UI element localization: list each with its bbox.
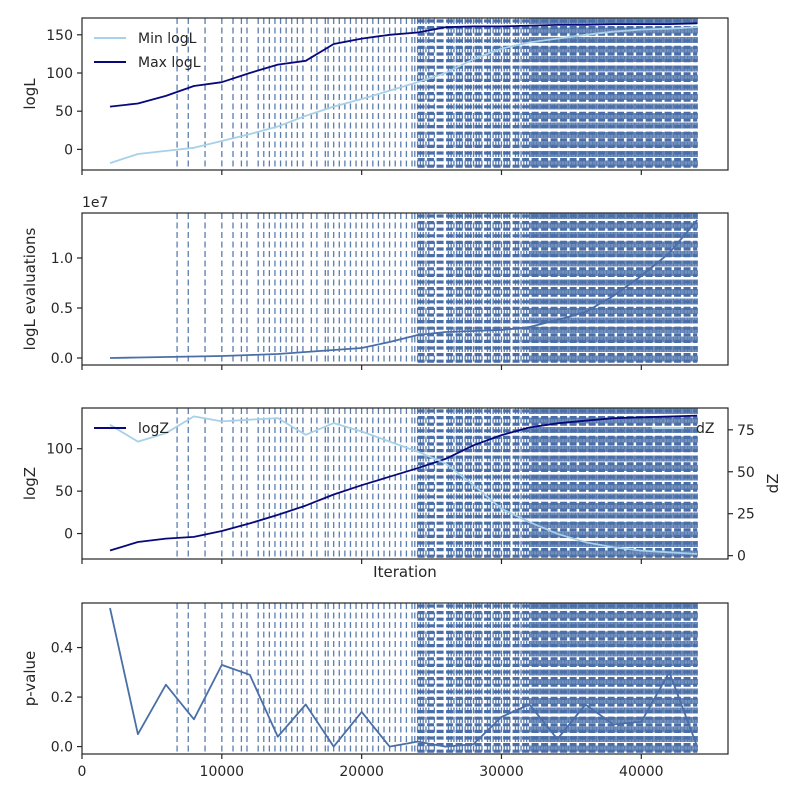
series-line-logz bbox=[109, 414, 698, 552]
series-line-dz bbox=[109, 415, 698, 555]
logl-panel-y-ticks: 0 50 100 150 bbox=[46, 28, 82, 158]
logz-panel: 0 50 100 0 25 50 75 logZ dZ Iteration logZ dZ bbox=[21, 407, 782, 581]
legend-dz-label: dZ bbox=[696, 421, 714, 437]
logl-evaluations-panel-vlines bbox=[176, 213, 698, 365]
series-line-max-logl bbox=[109, 22, 698, 108]
p-value-panel-frame bbox=[81, 602, 729, 755]
legend-logz-label: logZ bbox=[138, 421, 169, 437]
y-tick-label: 50 bbox=[55, 104, 73, 120]
logl-panel: 0 50 100 150 logL Min logL Max logL bbox=[21, 17, 729, 175]
p-value-panel-x-ticks: 0 10000 20000 30000 40000 bbox=[78, 754, 664, 780]
p-value-panel-y-label: p-value bbox=[21, 651, 39, 707]
y-tick-label: 0.5 bbox=[51, 301, 73, 317]
y-tick-label: 0 bbox=[64, 142, 73, 158]
y-tick-label: 0.0 bbox=[51, 740, 73, 756]
logz-panel-y-ticks: 0 50 100 bbox=[46, 442, 82, 543]
y-tick-label: 0 bbox=[64, 527, 73, 543]
logl-evaluations-panel-y-ticks: 0.0 0.5 1.0 bbox=[51, 251, 82, 367]
logl-evaluations-panel-y-label: logL evaluations bbox=[21, 227, 39, 350]
logl-evaluations-offset-text: 1e7 bbox=[82, 195, 108, 211]
y-tick-label: 100 bbox=[46, 442, 73, 458]
p-value-panel: 0.0 0.2 0.4 0 10000 20000 30000 40000 p-value bbox=[21, 602, 729, 780]
x-tick-label: 40000 bbox=[619, 764, 664, 780]
logl-evaluations-panel: 0.0 0.5 1.0 logL evaluations 1e7 bbox=[21, 195, 729, 370]
logl-panel-frame bbox=[81, 17, 729, 171]
logl-panel-legend: Min logL Max logL bbox=[94, 31, 201, 71]
series-line-min-logl bbox=[109, 26, 698, 164]
logz-panel-y-label: logZ bbox=[21, 467, 39, 500]
y-tick-label: 0.0 bbox=[51, 351, 73, 367]
logl-evaluations-panel-frame bbox=[81, 212, 729, 366]
y-tick-label: 100 bbox=[46, 66, 73, 82]
y-tick-label: 150 bbox=[46, 28, 73, 44]
x-tick-label: 20000 bbox=[339, 764, 384, 780]
right-y-tick-label: 50 bbox=[737, 465, 755, 481]
x-tick-label: 30000 bbox=[479, 764, 524, 780]
p-value-panel-vlines bbox=[176, 603, 698, 754]
logz-panel-frame bbox=[81, 407, 729, 560]
series-line-series-0 bbox=[109, 219, 698, 359]
series-line-series-0 bbox=[109, 607, 699, 748]
logl-panel-x-ticks bbox=[81, 170, 642, 175]
logz-panel-series bbox=[109, 414, 698, 555]
logz-panel-right-y-ticks: 0 25 50 75 bbox=[728, 423, 755, 565]
p-value-panel-series bbox=[109, 607, 699, 748]
logl-panel-series bbox=[109, 22, 698, 164]
logl-evaluations-panel-series bbox=[109, 219, 698, 359]
legend-min-logl-label: Min logL bbox=[138, 31, 197, 47]
legend-max-logl-label: Max logL bbox=[138, 55, 201, 71]
x-tick-label: 10000 bbox=[200, 764, 245, 780]
logl-evaluations-panel-x-ticks bbox=[81, 365, 642, 370]
y-tick-label: 50 bbox=[55, 484, 73, 500]
logz-panel-x-label: Iteration bbox=[373, 563, 437, 581]
right-y-tick-label: 0 bbox=[737, 549, 746, 565]
logz-panel-right-y-label: dZ bbox=[764, 474, 782, 494]
right-y-tick-label: 75 bbox=[737, 423, 755, 439]
right-y-tick-label: 25 bbox=[737, 507, 755, 523]
logl-panel-y-label: logL bbox=[21, 78, 39, 110]
y-tick-label: 0.2 bbox=[51, 690, 73, 706]
logz-panel-x-ticks bbox=[81, 559, 642, 564]
y-tick-label: 1.0 bbox=[51, 251, 73, 267]
logl-panel-vlines bbox=[176, 18, 698, 170]
p-value-panel-y-ticks: 0.0 0.2 0.4 bbox=[51, 641, 82, 756]
y-tick-label: 0.4 bbox=[51, 641, 73, 657]
logz-panel-legend: logZ dZ bbox=[94, 421, 714, 437]
logz-panel-vlines bbox=[176, 408, 698, 559]
x-tick-label: 0 bbox=[78, 764, 87, 780]
